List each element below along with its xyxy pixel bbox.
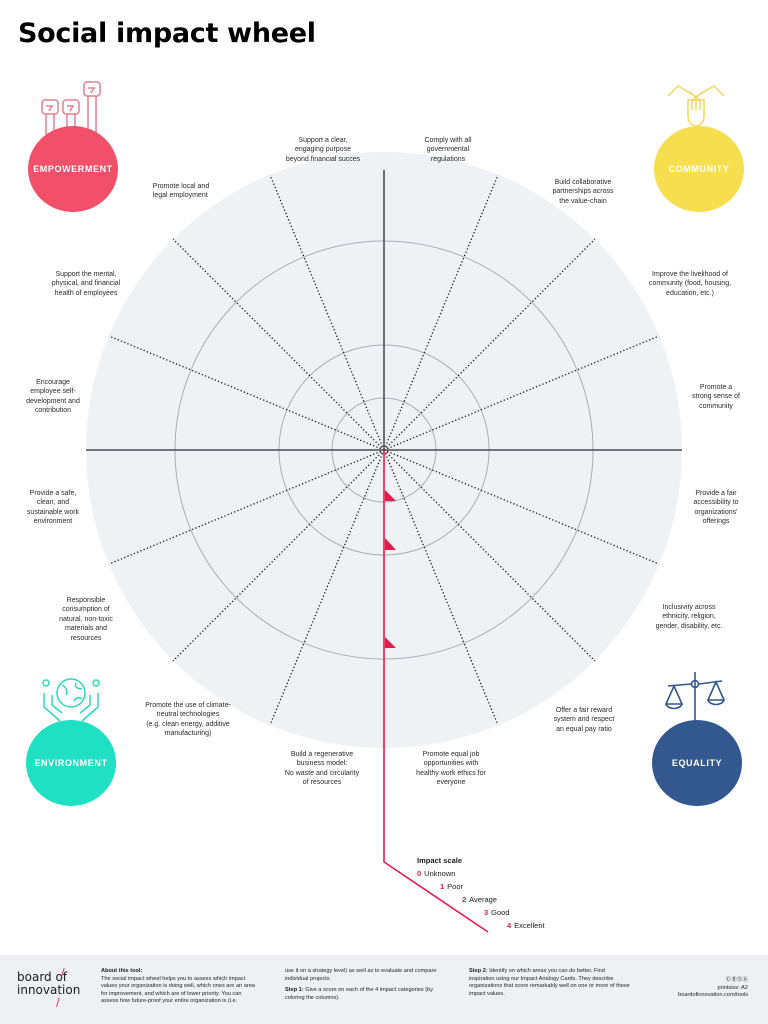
impact-wheel xyxy=(86,152,682,933)
segment-label-fair-reward: Offer a fair reward system and respect an … xyxy=(553,707,615,733)
segment-label-responsible-consumption: Responsible consumption of natural, non-to… xyxy=(59,597,113,642)
segment-label-inclusivity: Inclusivity across ethnicity, religion, ge… xyxy=(655,604,723,630)
category-label-empowerment: EMPOWERMENT xyxy=(33,164,113,174)
tools-url-link[interactable]: boardofinnovation.com/tools xyxy=(678,992,748,999)
printsize-label: printsize: A2 xyxy=(717,984,748,991)
scale-level-2: 2 Average xyxy=(462,895,497,904)
segment-label-self-development: Encourage employee self-development and co… xyxy=(26,379,80,415)
step-2-section: Step 2: Identify on which areas you can … xyxy=(469,968,631,1002)
scale-level-1: 1 Poor xyxy=(440,882,464,891)
about-text: The social impact wheel helps you to ass… xyxy=(101,975,255,1005)
about-section: About this tool: The social impact wheel… xyxy=(101,968,259,1010)
scale-level-4: 4 Excellent xyxy=(507,921,545,930)
category-equality: EQUALITY xyxy=(652,720,742,806)
category-community: COMMUNITY xyxy=(654,126,744,212)
page-title: Social impact wheel xyxy=(18,18,316,49)
joined-hands-icon xyxy=(667,85,725,127)
board-of-innovation-logo[interactable]: board of innovation / / xyxy=(17,966,81,1009)
scale-flags xyxy=(385,490,396,648)
segment-label-equal-opportunities: Promote equal job opportunities with healt… xyxy=(416,751,486,787)
step-2: Step 2: Identify on which areas you can … xyxy=(469,968,630,997)
category-label-environment: ENVIRONMENT xyxy=(34,758,108,768)
step-1: Step 1: Give a score on each of the 4 im… xyxy=(285,987,434,1001)
about-title: About this tool: xyxy=(101,968,143,974)
segment-dividers xyxy=(108,174,660,726)
scale-pointer-line xyxy=(383,450,489,933)
scale-level-0: 0 Unknown xyxy=(417,869,456,878)
creative-commons-icon: ⒸⒷⓈⒶ xyxy=(725,977,748,983)
segment-label-local-employment: Promote local and legal employment xyxy=(152,183,210,200)
steps-section: use it on a strategy level) as well as t… xyxy=(285,968,445,1006)
footer-meta: ⒸⒷⓈⒶ printsize: A2 boardofinnovation.com… xyxy=(678,977,748,1000)
logo-slash-icon: / xyxy=(61,966,65,979)
segment-label-livelihood: Improve the livelihood of community (food… xyxy=(648,271,732,297)
segment-label-safe-environment: Provide a safe, clean, and sustainable wor… xyxy=(26,490,80,526)
segment-label-sense-of-community: Promote a strong sense of community xyxy=(692,384,740,410)
category-environment: ENVIRONMENT xyxy=(26,720,116,806)
segment-label-regenerative-model: Build a regenerative business model: No wa… xyxy=(284,751,360,787)
segment-label-partnerships: Build collaborative partnerships across th… xyxy=(552,179,614,205)
hands-holding-globe-icon xyxy=(42,678,100,722)
scale-level-3: 3 Good xyxy=(484,908,510,917)
category-empowerment: EMPOWERMENT xyxy=(28,126,118,212)
footer: board of innovation / / About this tool:… xyxy=(0,955,768,1024)
segment-label-accessibility: Provide a fair accessibility to organizati… xyxy=(693,490,739,526)
category-label-equality: EQUALITY xyxy=(671,758,723,768)
category-label-community: COMMUNITY xyxy=(668,164,730,174)
raised-fists-icon xyxy=(41,81,101,138)
segment-label-regulations: Comply with all governmental regulations xyxy=(424,137,472,163)
segment-label-climate-neutral: Promote the use of climate-neutral techn… xyxy=(145,702,231,738)
logo-slash-icon: / xyxy=(56,996,60,1009)
about-text-continued: use it on a strategy level) as well as t… xyxy=(285,968,437,982)
impact-scale-title: Impact scale xyxy=(417,856,463,865)
segment-label-purpose: Support a clear, engaging purpose beyond f… xyxy=(285,137,361,163)
segment-label-employee-health: Support the mental, physical, and financi… xyxy=(51,271,121,297)
balance-scale-icon xyxy=(664,672,726,724)
